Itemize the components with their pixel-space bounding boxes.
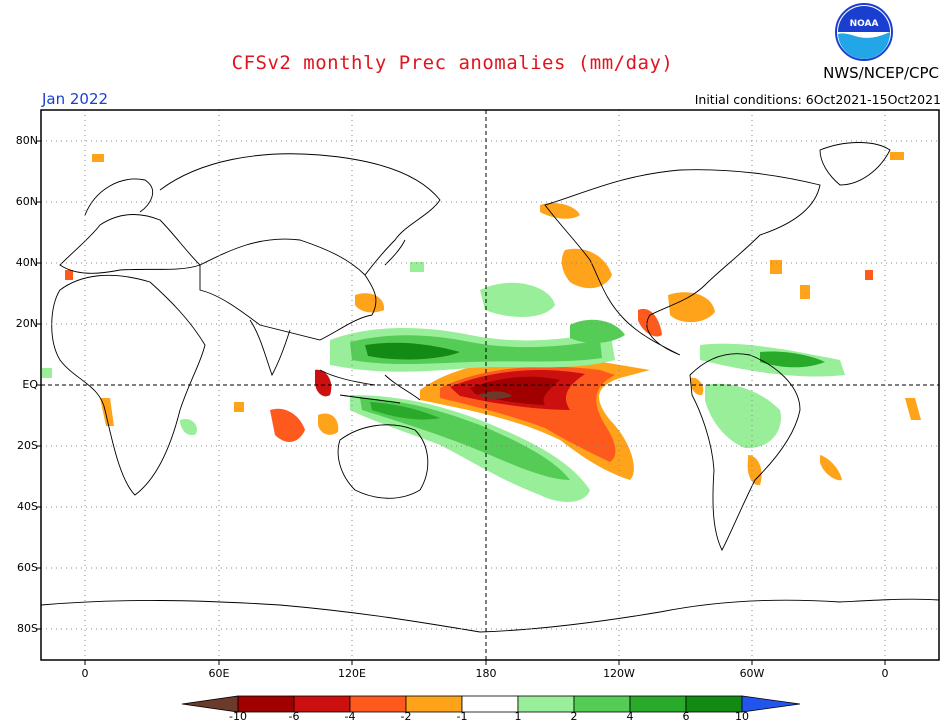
- lat-label-20s: 20S: [17, 439, 38, 452]
- wet-speck-1: [180, 418, 197, 436]
- logo-text: NOAA: [850, 19, 879, 29]
- lon-label-180: 180: [475, 667, 497, 680]
- dry-gulf: [668, 292, 715, 323]
- lon-label-120w: 120W: [603, 667, 635, 680]
- wet-speck-2: [410, 262, 424, 272]
- dry-california: [561, 248, 612, 289]
- coastlines: [41, 142, 939, 633]
- colorbar-label: 1: [514, 710, 522, 723]
- dry-speck-1: [92, 154, 104, 162]
- dry-speck-6: [770, 260, 782, 274]
- lat-label-40n: 40N: [15, 256, 38, 269]
- colorbar: [181, 695, 801, 713]
- wet-south-america: [705, 383, 781, 449]
- dry-speck-9: [65, 270, 73, 280]
- wet-north-pac: [480, 282, 555, 317]
- lon-label-60w: 60W: [739, 667, 765, 680]
- dry-mexico: [638, 308, 662, 337]
- dry-speck-5: [234, 402, 244, 412]
- colorbar-label: -6: [288, 710, 300, 723]
- lat-label-80s: 80S: [17, 622, 38, 635]
- colorbar-label: 4: [626, 710, 634, 723]
- dry-alaska: [540, 203, 580, 219]
- wet-speck-3: [42, 368, 52, 378]
- lat-label-eq: EQ: [22, 378, 38, 391]
- dry-indian-2: [318, 413, 339, 435]
- lat-label-20n: 20N: [15, 317, 38, 330]
- lon-label-0-east: 0: [881, 667, 889, 680]
- dry-speck-8: [865, 270, 873, 280]
- colorbar-label: 6: [682, 710, 690, 723]
- axis-ticks: [36, 140, 886, 665]
- colorbar-label: -2: [400, 710, 412, 723]
- dry-peru: [690, 377, 704, 396]
- wet-spcz-core: [370, 402, 440, 420]
- wet-central-pac: [570, 319, 625, 343]
- colorbar-label: 2: [570, 710, 578, 723]
- dry-indian-1: [270, 408, 305, 442]
- dry-speck-2: [890, 152, 904, 160]
- lat-label-60n: 60N: [15, 195, 38, 208]
- dry-south-atlantic: [820, 455, 842, 481]
- wet-atlantic-core: [760, 351, 825, 368]
- lon-label-0-west: 0: [81, 667, 89, 680]
- anomaly-fields: [42, 152, 921, 502]
- dry-philippines: [355, 293, 385, 313]
- chart-title: CFSv2 monthly Prec anomalies (mm/day): [231, 52, 674, 74]
- lat-label-40s: 40S: [17, 500, 38, 513]
- month-label: Jan 2022: [42, 90, 109, 108]
- colorbar-label: 10: [735, 710, 749, 723]
- noaa-logo: NOAA: [835, 3, 893, 61]
- colorbar-label: -4: [344, 710, 356, 723]
- dry-speck-4: [905, 398, 921, 420]
- wet-north-band-core: [365, 342, 460, 360]
- agency-label: NWS/NCEP/CPC: [823, 64, 939, 82]
- lon-label-60e: 60E: [208, 667, 230, 680]
- lon-label-120e: 120E: [338, 667, 366, 680]
- colorbar-label: -10: [229, 710, 247, 723]
- colorbar-swatch-gt10: [741, 695, 801, 713]
- initial-conditions-label: Initial conditions: 6Oct2021-15Oct2021: [694, 92, 941, 107]
- lat-label-60s: 60S: [17, 561, 38, 574]
- dry-speck-7: [800, 285, 810, 299]
- dry-indonesia: [314, 369, 332, 397]
- lat-label-80n: 80N: [15, 134, 38, 147]
- colorbar-label: -1: [456, 710, 468, 723]
- dry-brazil-south: [747, 455, 762, 486]
